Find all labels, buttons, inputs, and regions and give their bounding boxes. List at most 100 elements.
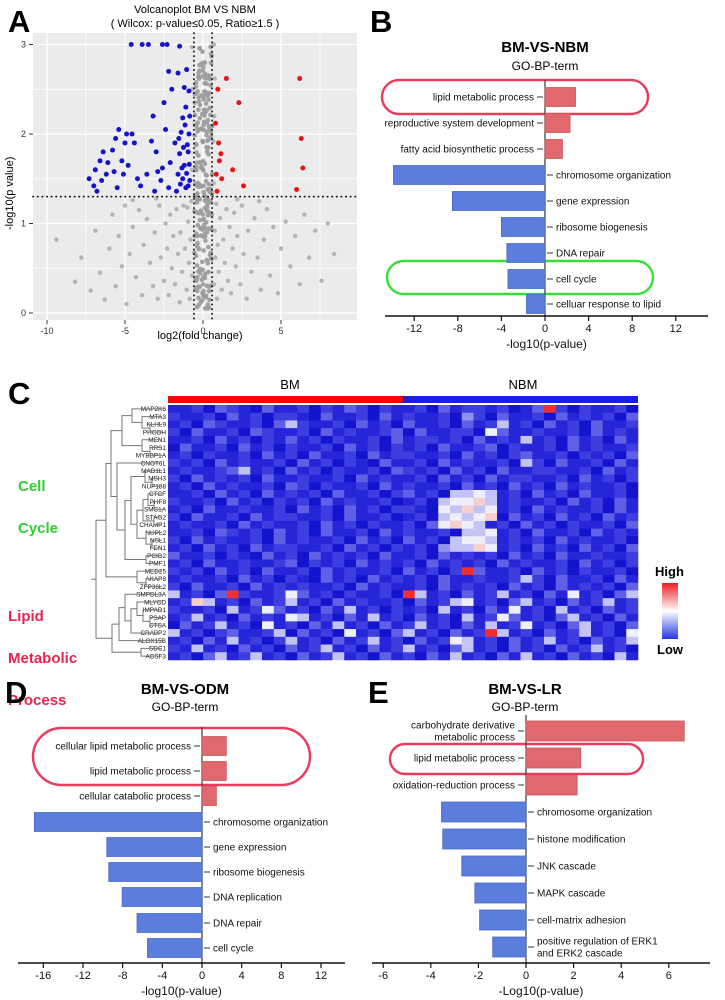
svg-text:MYBBP1A: MYBBP1A [136,453,167,460]
svg-text:PSAP: PSAP [149,615,166,622]
svg-text:CTCF: CTCF [149,491,166,498]
go-term-bar [506,243,546,263]
panel-e-letter: E [368,675,389,710]
cluster-label-line: Process [8,692,67,709]
svg-text:reproductive system developmen: reproductive system development [384,119,534,130]
volcano-plot: -10 -5 0 5 0 1 2 3 [21,32,358,337]
cluster-label-line: Cell [18,478,46,495]
go-term-bar [500,217,546,237]
svg-text:and ERK2 cascade: and ERK2 cascade [537,949,623,960]
threshold-lines [32,32,358,321]
svg-text:celluar response to lipid: celluar response to lipid [556,300,661,311]
svg-text:-log10(p-value): -log10(p-value) [506,337,587,351]
svg-text:-16: -16 [35,970,51,982]
svg-text:gene expression: gene expression [213,843,286,854]
heatmap-cells [168,405,639,661]
svg-text:ribosome biogenesis: ribosome biogenesis [213,868,305,879]
plot-background [33,33,357,320]
cluster-label-cell-cycle: Cell Cycle [18,455,58,560]
svg-text:-8: -8 [453,323,463,335]
go-term-bar [479,909,527,931]
go-term-bar [525,747,582,769]
go-term-bar [525,720,685,742]
svg-text:3: 3 [21,40,26,50]
bar-labels: lipid metabolic process reproductive syst… [384,93,671,311]
svg-text:1: 1 [21,219,26,229]
svg-text:RRS1: RRS1 [149,445,166,452]
svg-text:JNK cascade: JNK cascade [537,862,596,873]
svg-text:lipid metabolic process: lipid metabolic process [433,93,534,104]
svg-text:12: 12 [670,323,682,335]
svg-text:SMC1A: SMC1A [144,507,167,514]
panel-e-title: BM-VS-LR [488,681,562,698]
axis-ticks: -10 -5 0 5 0 1 2 3 [21,40,284,337]
svg-text:KLHL9: KLHL9 [146,422,166,429]
svg-text:-4: -4 [157,970,167,982]
svg-text:4: 4 [618,970,624,982]
svg-text:gene expression: gene expression [556,197,629,208]
panel-a-letter: A [8,4,31,39]
svg-text:AKAP8: AKAP8 [145,576,166,583]
svg-text:0: 0 [523,970,529,982]
svg-text:cell cycle: cell cycle [213,944,254,955]
svg-text:-2: -2 [474,970,484,982]
svg-text:oxidation-reduction process: oxidation-reduction process [393,781,515,792]
highlight-circle [380,78,650,116]
svg-text:-Log10(p-value): -Log10(p-value) [499,984,584,998]
svg-text:12: 12 [315,970,327,982]
svg-text:chromosome organization: chromosome organization [537,808,652,819]
svg-text:-5: -5 [121,326,129,336]
svg-text:MSH3: MSH3 [148,476,166,483]
highlight-circle [31,726,312,787]
svg-text:positive regulation of ERK1: positive regulation of ERK1 [537,937,658,948]
bar-labels: cellular lipid metabolic process lipid me… [55,742,328,955]
svg-text:histone modification: histone modification [537,835,625,846]
panel-e: E BM-VS-LR GO-BP-term carbohydrate deriv… [360,675,725,1000]
svg-text:-12: -12 [75,970,91,982]
svg-text:-8: -8 [118,970,128,982]
svg-text:cell-matrix adhesion: cell-matrix adhesion [537,916,626,927]
panel-b-letter: B [370,4,393,39]
heatmap-legend-low-label: Low [657,642,683,657]
svg-text:0: 0 [21,308,26,318]
go-term-bar [544,139,563,159]
svg-text:0: 0 [200,326,205,336]
svg-text:PHGDH: PHGDH [143,429,166,436]
go-term-bar [108,862,203,882]
svg-text:4: 4 [586,323,592,335]
x-axis: -16 -12 -8 -4 0 4 8 12 -log10(p-value) [18,962,345,998]
go-term-bar [393,165,546,185]
cluster-label-line: Cycle [18,520,59,537]
panel-d-subtitle: GO-BP-term [151,700,219,714]
go-term-bar [201,736,227,756]
svg-text:fatty acid biosynthetic proces: fatty acid biosynthetic process [401,145,534,156]
go-barchart-bm-vs-nbm: lipid metabolic process reproductive syst… [380,78,708,351]
go-term-bar [544,87,576,107]
svg-text:MEN1: MEN1 [148,437,166,444]
svg-text:MED25: MED25 [145,568,167,575]
go-term-bar [525,774,578,796]
svg-text:ALOX15B: ALOX15B [138,638,166,645]
go-term-bar [474,882,527,904]
panel-b-title: BM-VS-NBM [501,39,589,56]
panel-a: A Volcanoplot BM VS NBM ( Wilcox: p-valu… [0,0,365,350]
svg-text:STAG2: STAG2 [146,514,167,521]
svg-text:cell cycle: cell cycle [556,275,597,286]
heatmap-group-label-nbm: NBM [508,377,538,392]
svg-text:PMF1: PMF1 [149,561,166,568]
svg-text:2: 2 [571,970,577,982]
svg-text:ACSF3: ACSF3 [145,653,166,660]
svg-text:4: 4 [239,970,245,982]
go-term-bar [544,113,571,133]
bars [33,736,227,958]
go-term-bar [507,269,546,289]
svg-text:-12: -12 [406,323,422,335]
svg-text:chromosome organization: chromosome organization [556,171,671,182]
panel-d-letter: D [5,675,28,710]
bars [393,87,576,314]
go-term-bar [106,837,203,857]
heatmap-legend-high-label: High [655,564,684,579]
group-annotation-bar [168,396,638,403]
